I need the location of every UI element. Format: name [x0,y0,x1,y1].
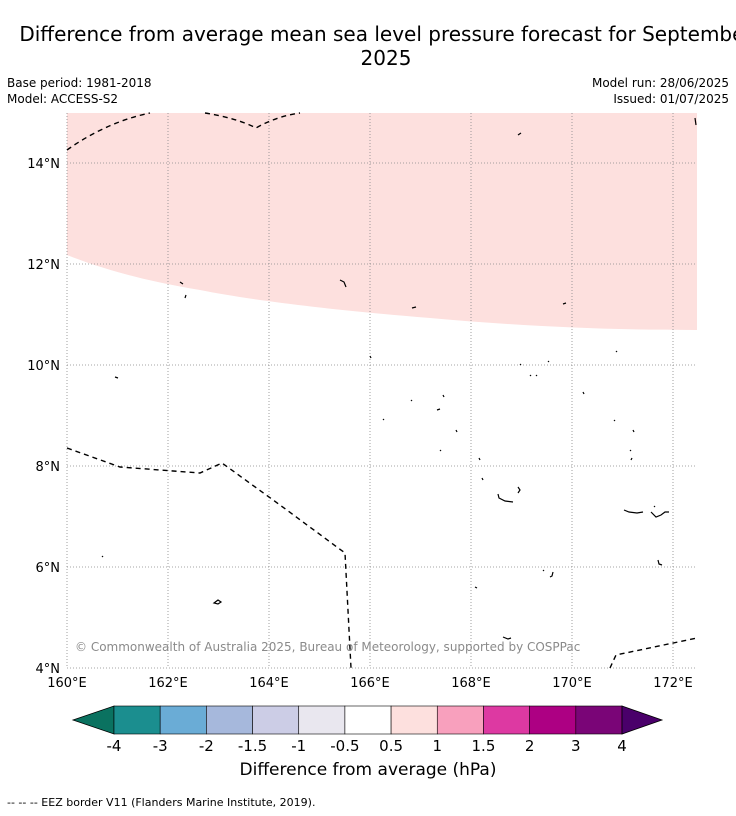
lat-tick: 10°N [27,359,60,374]
lat-axis: 14°N 12°N 10°N 8°N 6°N 4°N [27,157,60,677]
colorbar-label: 0.5 [379,737,403,755]
colorbar-label: -3 [153,737,168,755]
colorbar-segment [344,705,392,735]
positive-anomaly-region [67,113,697,330]
lon-tick: 160°E [47,676,87,691]
colorbar-label: 1 [432,737,442,755]
chart-title: Difference from average mean sea level p… [19,22,736,70]
lon-tick: 166°E [350,676,390,691]
eez-borders [66,112,698,669]
gridlines [66,113,697,669]
colorbar-segments [113,705,623,735]
issued-date: Issued: 01/07/2025 [613,92,729,106]
meta-right: Model run: 28/06/2025 Issued: 01/07/2025 [592,75,729,107]
colorbar-segment [298,705,346,735]
lat-tick: 8°N [36,460,61,475]
colorbar-segment [390,705,438,735]
colorbar-segment [113,705,161,735]
copyright-notice: © Commonwealth of Australia 2025, Bureau… [75,640,581,654]
colorbar-label: -0.5 [330,737,359,755]
colorbar-low-extend [71,705,115,735]
islands [101,117,697,640]
model-run: Model run: 28/06/2025 [591,76,729,90]
colorbar-label: -1 [291,737,306,755]
lon-tick: 168°E [451,676,491,691]
colorbar-segment [529,705,577,735]
colorbar-label: 1.5 [472,737,496,755]
lon-axis: 160°E 162°E 164°E 166°E 168°E 170°E 172°… [47,676,693,691]
colorbar-segment [252,705,300,735]
meta-left: Base period: 1981-2018 Model: ACCESS-S2 [7,75,152,107]
map-area [66,112,698,669]
colorbar-high-extend [621,705,664,735]
lat-tick: 6°N [36,561,61,576]
colorbar-labels: -4 -3 -2 -1.5 -1 -0.5 0.5 1 1.5 2 3 4 [107,737,627,755]
colorbar-label: -2 [199,737,214,755]
lat-tick: 12°N [27,258,60,273]
colorbar-label: 3 [571,737,581,755]
lat-tick: 4°N [36,662,61,677]
eez-legend-note: -- -- -- EEZ border V11 (Flanders Marine… [7,796,316,809]
lon-tick: 164°E [249,676,289,691]
colorbar-title: Difference from average (hPa) [239,760,497,780]
colorbar-segment [436,705,484,735]
lon-tick: 162°E [148,676,188,691]
model-name: Model: ACCESS-S2 [7,92,119,106]
lon-tick: 170°E [552,676,592,691]
colorbar-label: 4 [617,737,627,755]
colorbar-segment [575,705,623,735]
lon-tick: 172°E [653,676,693,691]
colorbar-segment [206,705,253,735]
colorbar-label: 2 [525,737,535,755]
colorbar: -4 -3 -2 -1.5 -1 -0.5 0.5 1 1.5 2 3 4 [71,705,664,755]
colorbar-label: -1.5 [238,737,267,755]
colorbar-label: -4 [107,737,122,755]
colorbar-segment [159,705,207,735]
base-period: Base period: 1981-2018 [7,76,152,90]
lat-tick: 14°N [27,157,60,172]
colorbar-segment [483,705,530,735]
